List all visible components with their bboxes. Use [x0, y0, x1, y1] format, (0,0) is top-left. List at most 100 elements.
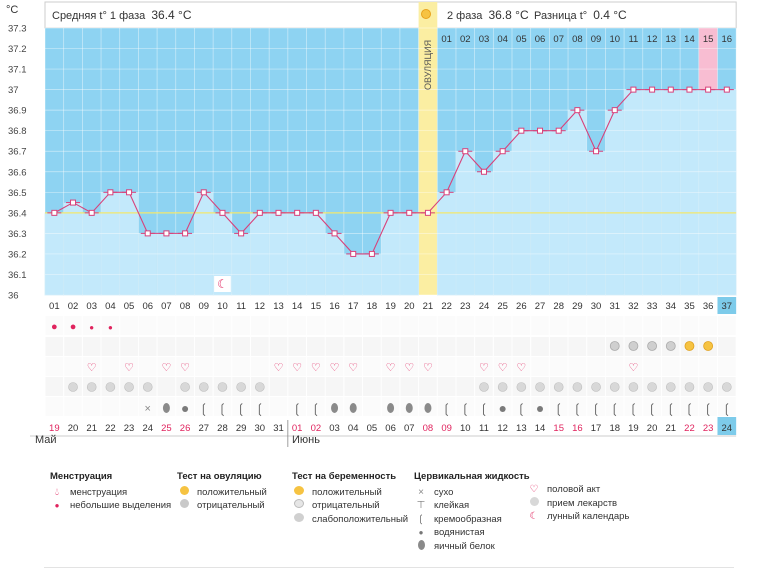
postov-day: 16 [722, 34, 733, 45]
temp-point [705, 86, 712, 93]
temp-diff: Разница t° 0.4 °C [534, 8, 627, 22]
pill-icon [516, 382, 527, 392]
track-cell [643, 397, 661, 416]
track-cell [157, 316, 176, 335]
pill-icon [236, 382, 246, 392]
cycle-day: 02 [68, 301, 79, 312]
track-cell [269, 337, 288, 356]
calendar-date: 19 [628, 423, 639, 434]
temp-point [686, 86, 693, 93]
temp-point [537, 127, 544, 134]
track-cell [101, 337, 120, 356]
cycle-day: 07 [161, 301, 172, 312]
creamy-icon: ❲ [553, 401, 564, 417]
phase1-value: 36.4 °C [151, 8, 192, 22]
track-cell [120, 337, 138, 356]
calendar-date: 04 [348, 423, 359, 434]
calendar-date: 13 [516, 423, 527, 434]
calendar-date: 21 [86, 423, 97, 434]
pill-icon [105, 382, 116, 392]
track-cell [717, 357, 736, 376]
track-cell [101, 357, 120, 376]
track-cell [475, 316, 493, 335]
legend-ovtest: Тест на овуляцию положительный отрицател… [177, 470, 267, 513]
track-cell [699, 316, 717, 335]
pregtest-weak-icon [292, 512, 306, 527]
track-cell [344, 357, 363, 376]
creamy-icon: ❲ [665, 401, 676, 417]
cycle-day: 32 [628, 301, 639, 312]
track-cell [157, 377, 176, 396]
light-spotting-icon: ● [54, 501, 60, 510]
track-cell [45, 357, 64, 376]
track-cell [699, 357, 717, 376]
track-cell [643, 316, 661, 335]
track-cell [400, 377, 419, 396]
track-cell [587, 337, 605, 356]
track-cell [624, 357, 643, 376]
temp-point [723, 86, 730, 93]
track-cell [232, 316, 250, 335]
cycle-day: 37 [722, 301, 733, 312]
y-tick-label: 36.9 [8, 106, 27, 117]
track-cell [45, 316, 64, 335]
temp-point [51, 209, 58, 216]
track-cell [717, 316, 736, 335]
track-cell [568, 397, 587, 416]
track-cell [307, 357, 325, 376]
month-label-june: Июнь [292, 434, 320, 446]
track-cell [437, 357, 456, 376]
track-cell [213, 316, 232, 335]
track-cell [45, 377, 64, 396]
legend-item: кремообразная [434, 513, 502, 525]
track-cell [531, 337, 549, 356]
creamy-icon: ❲ [609, 401, 620, 417]
calendar-date: 01 [292, 423, 303, 434]
light-spotting-icon: ● [89, 323, 94, 332]
calendar-date: 24 [142, 423, 153, 434]
track-cell [493, 357, 512, 376]
cycle-day: 26 [516, 301, 527, 312]
postov-day: 05 [516, 34, 527, 45]
track-cell [288, 337, 307, 356]
heart-icon: ♡ [628, 362, 638, 374]
header-band [44, 1, 737, 29]
track-cell [400, 337, 419, 356]
cycle-day: 31 [609, 301, 620, 312]
track-cell [587, 316, 605, 335]
current-day-cell [717, 297, 737, 314]
postov-day: 03 [479, 34, 490, 45]
track-cell [325, 316, 344, 335]
track-cell [232, 337, 250, 356]
calendar-date: 09 [441, 423, 452, 434]
track-cell [605, 357, 624, 376]
temp-point [294, 209, 301, 216]
sun-icon [421, 9, 431, 19]
calendar-date: 19 [49, 423, 60, 434]
track-cell [568, 357, 587, 376]
legend-item: небольшие выделения [70, 500, 172, 511]
cycle-day: 13 [273, 301, 284, 312]
cycle-day: 16 [329, 301, 340, 312]
temp-bar [324, 233, 345, 296]
creamy-icon: ❲ [647, 401, 658, 417]
pill-icon [479, 382, 489, 392]
y-tick-label: 37.2 [8, 44, 27, 55]
track-cell [680, 316, 699, 335]
heart-icon: ♡ [498, 362, 508, 374]
highlight-column [698, 28, 718, 90]
calendar-date: 22 [105, 423, 116, 434]
heart-icon: ♡ [348, 362, 358, 374]
dry-icon: × [418, 486, 424, 498]
track-cell [549, 357, 568, 376]
calendar-date: 07 [404, 423, 415, 434]
pill-icon [142, 382, 153, 392]
calendar-date: 22 [684, 423, 695, 434]
postov-day: 01 [441, 34, 452, 45]
temp-point [312, 209, 319, 216]
track-cell [419, 337, 437, 356]
track-cell [456, 316, 475, 335]
track-cell [717, 337, 736, 356]
track-cell [176, 357, 194, 376]
watery-icon [499, 406, 506, 412]
